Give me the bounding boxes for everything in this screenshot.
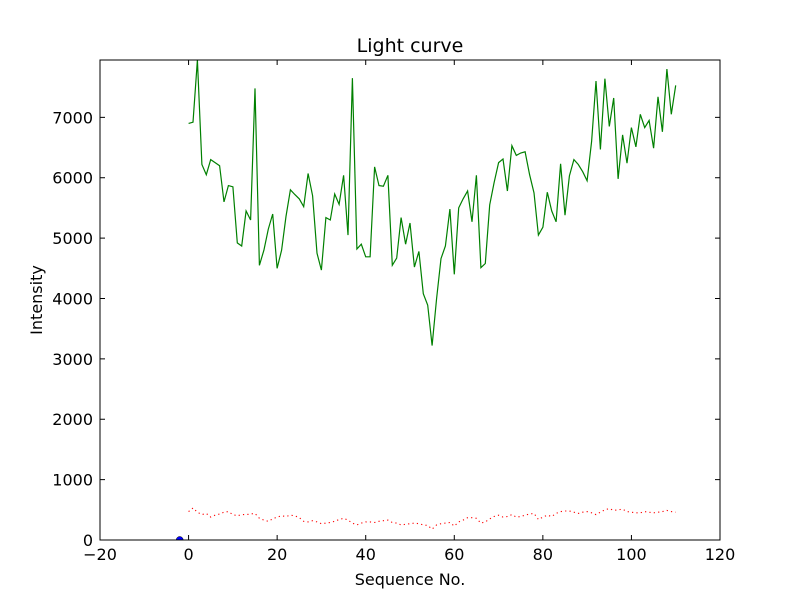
y-tick-label: 3000: [52, 350, 93, 369]
x-tick-label: 60: [444, 545, 464, 564]
x-tick-label: 120: [705, 545, 736, 564]
y-tick-label: 5000: [52, 229, 93, 248]
x-tick-label: 20: [267, 545, 287, 564]
y-tick-label: 4000: [52, 289, 93, 308]
x-tick-label: 80: [533, 545, 553, 564]
y-tick-label: 7000: [52, 108, 93, 127]
series-0-line: [188, 60, 677, 346]
y-axis-label: Intensity: [27, 265, 46, 335]
y-tick-label: 6000: [52, 169, 93, 188]
y-tick-label: 1000: [52, 471, 93, 490]
x-tick-label: −20: [83, 545, 117, 564]
x-tick-label: 40: [356, 545, 376, 564]
series-2-marker: [175, 536, 184, 540]
x-tick-label: 100: [616, 545, 647, 564]
y-tick-label: 0: [83, 531, 93, 550]
plot-area: [175, 60, 677, 540]
axes: −20 0 20 40 60 80 100 1200100020003000400050006…: [52, 60, 735, 564]
chart-title: Light curve: [357, 35, 464, 57]
y-tick-label: 2000: [52, 410, 93, 429]
x-tick-label: 0: [183, 545, 193, 564]
plot-frame: [99, 59, 721, 541]
x-axis-label: Sequence No.: [355, 570, 466, 589]
